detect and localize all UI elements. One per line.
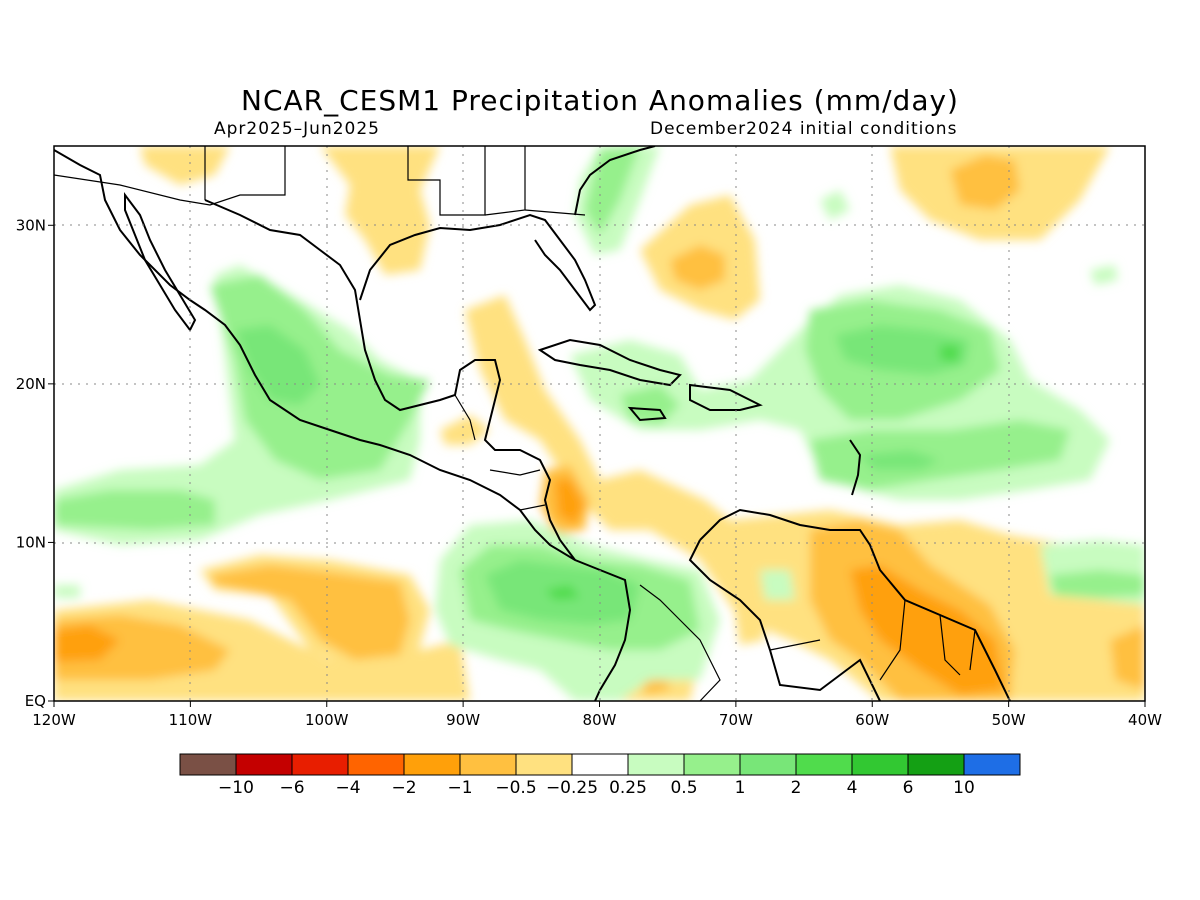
- lat-tick-label: 20N: [16, 375, 46, 393]
- political-borders: [54, 146, 976, 701]
- colorbar-label: 1: [735, 778, 746, 798]
- chart-title: NCAR_CESM1 Precipitation Anomalies (mm/d…: [241, 84, 959, 117]
- lon-tick-label: 80W: [583, 711, 617, 729]
- colorbar-boxes: [179, 753, 1021, 776]
- graticule: [54, 146, 1145, 701]
- colorbar-swatch: [963, 753, 1021, 776]
- colorbar-label: −4: [335, 778, 360, 798]
- colorbar-label: 0.25: [609, 778, 647, 798]
- lon-tick-label: 100W: [305, 711, 349, 729]
- colorbar-swatch: [907, 753, 965, 776]
- colorbar-swatch: [739, 753, 797, 776]
- colorbar-swatch: [683, 753, 741, 776]
- lon-tick-label: 70W: [719, 711, 753, 729]
- colorbar-label: 6: [903, 778, 914, 798]
- colorbar-label: −1: [447, 778, 472, 798]
- colorbar-swatch: [347, 753, 405, 776]
- lat-tick-label: EQ: [25, 692, 46, 710]
- colorbar-swatch: [459, 753, 517, 776]
- lon-tick-label: 50W: [992, 711, 1026, 729]
- anomaly-field: [54, 146, 1145, 701]
- colorbar-label: 10: [953, 778, 975, 798]
- lon-tick-label: 60W: [855, 711, 889, 729]
- colorbar-label: 2: [791, 778, 802, 798]
- colorbar-label: −0.25: [546, 778, 598, 798]
- colorbar-swatch: [515, 753, 573, 776]
- lon-tick-label: 90W: [446, 711, 480, 729]
- colorbar-swatch: [235, 753, 293, 776]
- colorbar-swatch: [291, 753, 349, 776]
- colorbar-label: 4: [847, 778, 858, 798]
- colorbar-swatch: [179, 753, 237, 776]
- colorbar-label: −6: [279, 778, 304, 798]
- colorbar-swatch: [403, 753, 461, 776]
- initial-conditions: December2024 initial conditions: [650, 119, 958, 139]
- colorbar-labels: −10 −6 −4 −2 −1 −0.5 −0.25 0.25 0.5 1 2 4 6 10: [218, 778, 975, 798]
- colorbar-swatch: [571, 753, 629, 776]
- forecast-period: Apr2025–Jun2025: [214, 119, 380, 139]
- axis-ticks: 120W 110W 100W 90W 80W 70W 60W 50W 40W EQ 10N 20N 30…: [16, 216, 1162, 729]
- colorbar-swatch: [795, 753, 853, 776]
- colorbar-label: −0.5: [495, 778, 536, 798]
- lon-tick-label: 40W: [1128, 711, 1162, 729]
- lon-tick-label: 120W: [32, 711, 76, 729]
- colorbar-label: −10: [218, 778, 254, 798]
- lat-tick-label: 30N: [16, 216, 46, 234]
- colorbar-label: 0.5: [670, 778, 697, 798]
- colorbar-label: −2: [391, 778, 416, 798]
- lat-tick-label: 10N: [16, 533, 46, 551]
- lon-tick-label: 110W: [169, 711, 213, 729]
- colorbar-swatch: [627, 753, 685, 776]
- colorbar-swatch: [851, 753, 909, 776]
